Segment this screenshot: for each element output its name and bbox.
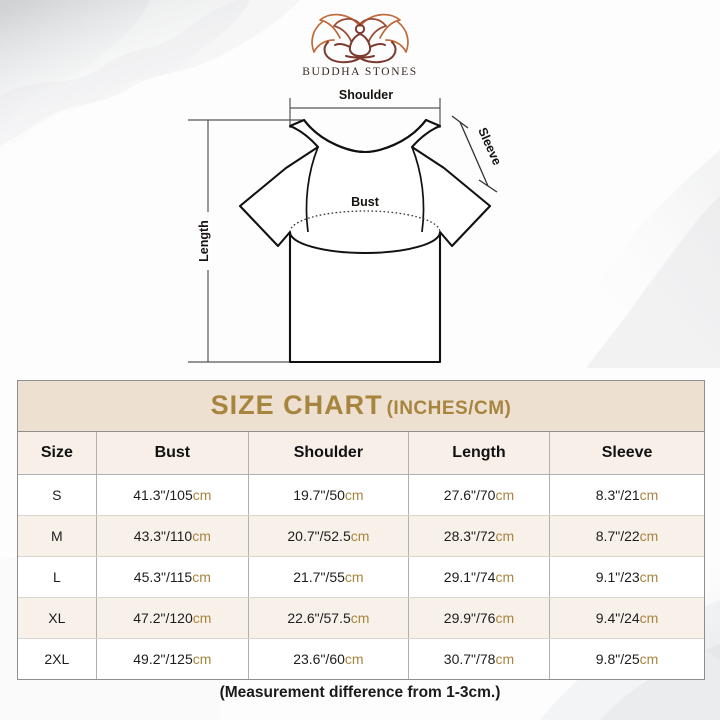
size-chart-title-units: (INCHES/CM) — [386, 398, 512, 419]
sleeve-label: Sleeve — [475, 125, 504, 167]
cell-size: S — [18, 474, 97, 516]
value: 43.3"/110 — [133, 528, 193, 544]
unit: cm — [192, 487, 212, 503]
tshirt-measurement-diagram: Shoulder Length Sleeve — [178, 84, 542, 376]
value: 23.6"/60 — [293, 651, 345, 667]
cell-shoulder: 23.6"/60cm — [247, 638, 409, 679]
bust-label: Bust — [351, 195, 380, 209]
value: 45.3"/115 — [133, 569, 193, 585]
column-header-sleeve: Sleeve — [549, 432, 704, 475]
right-armhole-seam — [411, 146, 425, 233]
value: 21.7"/55 — [293, 569, 345, 585]
cell-sleeve: 9.1"/23cm — [549, 556, 704, 598]
value: 29.9"/76 — [443, 610, 496, 626]
table-row: M 43.3"/110cm 20.7"/52.5cm 28.3"/72cm 8.… — [18, 515, 704, 557]
length-label: Length — [197, 220, 211, 262]
value: 29.1"/74 — [443, 569, 496, 585]
sleeve-dimension — [451, 115, 498, 193]
cell-bust: 47.2"/120cm — [95, 597, 249, 639]
cell-length: 29.9"/76cm — [407, 597, 550, 639]
cell-shoulder: 22.6"/57.5cm — [247, 597, 409, 639]
unit: cm — [639, 610, 659, 626]
size-chart-table-container: SIZE CHART (INCHES/CM) Size Bust Shoulder… — [17, 380, 705, 680]
value: 8.3"/21 — [595, 487, 640, 503]
cell-size: 2XL — [18, 638, 97, 679]
unit: cm — [495, 487, 515, 503]
table-header-row: Size Bust Shoulder Length Sleeve — [18, 432, 704, 475]
brand-logo: BUDDHA STONES — [0, 10, 720, 78]
unit: cm — [495, 610, 515, 626]
unit: cm — [344, 487, 364, 503]
unit: cm — [639, 569, 659, 585]
value: 27.6"/70 — [443, 487, 496, 503]
table-row: S 41.3"/105cm 19.7"/50cm 27.6"/70cm 8.3"… — [18, 474, 704, 516]
value: 8.7"/22 — [595, 528, 640, 544]
column-header-length: Length — [407, 432, 550, 475]
shoulder-dimension — [289, 98, 441, 128]
neckline — [302, 118, 428, 154]
unit: cm — [495, 651, 515, 667]
cell-sleeve: 9.8"/25cm — [549, 638, 704, 679]
unit: cm — [192, 610, 212, 626]
value: 22.6"/57.5 — [287, 610, 351, 626]
size-chart-title: SIZE CHART (INCHES/CM) — [18, 381, 704, 432]
cell-bust: 43.3"/110cm — [95, 515, 249, 557]
value: 9.1"/23 — [595, 569, 640, 585]
unit: cm — [192, 528, 211, 544]
cell-size: L — [18, 556, 97, 598]
table-row: 2XL 49.2"/125cm 23.6"/60cm 30.7"/78cm 9.… — [18, 638, 704, 679]
bust-measure-ellipse — [289, 210, 441, 254]
cell-sleeve: 8.7"/22cm — [549, 515, 704, 557]
size-chart-title-main: SIZE CHART — [210, 390, 383, 420]
cell-length: 28.3"/72cm — [407, 515, 550, 557]
measurement-disclaimer: (Measurement difference from 1-3cm.) — [219, 684, 501, 701]
value: 9.8"/25 — [595, 651, 640, 667]
value: 28.3"/72 — [443, 528, 496, 544]
value: 9.4"/24 — [595, 610, 640, 626]
column-header-size: Size — [18, 432, 97, 475]
cell-shoulder: 21.7"/55cm — [247, 556, 409, 598]
shoulder-label: Shoulder — [339, 88, 393, 102]
unit: cm — [192, 651, 212, 667]
value: 30.7"/78 — [443, 651, 496, 667]
value: 47.2"/120 — [133, 610, 193, 626]
cell-bust: 45.3"/115cm — [95, 556, 249, 598]
cell-bust: 49.2"/125cm — [95, 638, 249, 679]
value: 19.7"/50 — [293, 487, 345, 503]
cell-size: XL — [18, 597, 97, 639]
table-row: XL 47.2"/120cm 22.6"/57.5cm 29.9"/76cm 9… — [18, 597, 704, 639]
lotus-meditation-icon — [311, 13, 409, 64]
cell-sleeve: 8.3"/21cm — [549, 474, 704, 516]
cell-length: 27.6"/70cm — [407, 474, 550, 516]
unit: cm — [350, 528, 370, 544]
cell-shoulder: 20.7"/52.5cm — [247, 515, 409, 557]
unit: cm — [639, 487, 659, 503]
column-header-bust: Bust — [95, 432, 249, 475]
unit: cm — [344, 569, 364, 585]
brand-wordmark: BUDDHA STONES — [302, 66, 418, 78]
size-chart-table: Size Bust Shoulder Length Sleeve S 41.3"… — [18, 432, 704, 679]
value: 20.7"/52.5 — [287, 528, 351, 544]
column-header-shoulder: Shoulder — [247, 432, 409, 475]
tshirt-outline — [238, 118, 492, 364]
cell-bust: 41.3"/105cm — [95, 474, 249, 516]
cell-length: 29.1"/74cm — [407, 556, 550, 598]
unit: cm — [495, 569, 515, 585]
cell-size: M — [18, 515, 97, 557]
cell-shoulder: 19.7"/50cm — [247, 474, 409, 516]
unit: cm — [344, 651, 364, 667]
value: 41.3"/105 — [133, 487, 193, 503]
table-row: L 45.3"/115cm 21.7"/55cm 29.1"/74cm 9.1"… — [18, 556, 704, 598]
value: 49.2"/125 — [133, 651, 193, 667]
cell-length: 30.7"/78cm — [407, 638, 550, 679]
unit: cm — [350, 610, 370, 626]
unit: cm — [495, 528, 515, 544]
unit: cm — [192, 569, 211, 585]
unit: cm — [639, 651, 659, 667]
unit: cm — [639, 528, 659, 544]
left-armhole-seam — [305, 146, 319, 233]
cell-sleeve: 9.4"/24cm — [549, 597, 704, 639]
